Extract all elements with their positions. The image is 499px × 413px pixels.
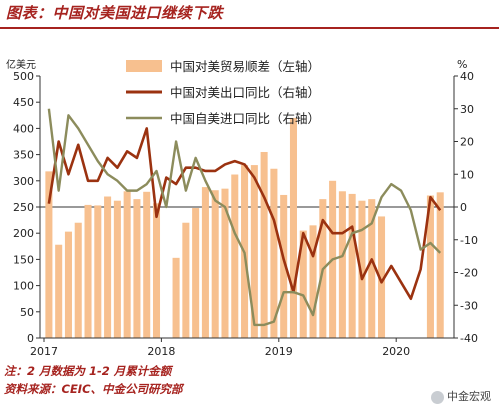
bar-2018-10 (250, 165, 258, 338)
right-tick-label: -40 (460, 332, 478, 345)
bar-2018-08 (231, 174, 239, 338)
right-tick-label: -10 (460, 234, 478, 247)
bar-2018-05 (201, 187, 209, 338)
bar-2017-04 (74, 222, 82, 338)
line-series (47, 108, 442, 327)
bar-2017-06 (94, 205, 102, 338)
bar-2017-02 (55, 244, 63, 338)
left-tick-label: 50 (20, 306, 34, 319)
left-tick-label: 200 (13, 227, 34, 240)
bar-2018-02 (172, 257, 180, 338)
left-tick-label: 100 (13, 280, 34, 293)
chart-axes: 050100150200250300350400450500-40-30-20-… (6, 58, 478, 358)
bar-2017-11 (143, 191, 151, 338)
left-tick-label: 450 (13, 96, 34, 109)
watermark: 中金宏观 (431, 388, 491, 404)
wechat-icon (431, 390, 444, 404)
bar-2018-03 (182, 222, 190, 338)
bar-2017-12 (152, 203, 161, 338)
bar-2019-09 (358, 200, 366, 338)
bar-2019-03 (299, 230, 307, 338)
right-tick-label: 40 (460, 70, 474, 83)
bar-2017-07 (104, 196, 112, 338)
bar-2017-10 (133, 199, 141, 338)
legend-label: 中国对美出口同比（右轴） (170, 85, 320, 100)
left-tick-label: 400 (13, 122, 34, 135)
chart-source: 资料来源：CEIC、中金公司研究部 (4, 382, 183, 396)
bar-2017-03 (64, 231, 72, 338)
bar-2018-12 (270, 168, 278, 338)
bar-2020-05 (436, 192, 444, 338)
left-tick-label: 500 (13, 70, 34, 83)
x-tick-label: 2017 (30, 345, 58, 358)
x-tick-label: 2018 (147, 345, 175, 358)
left-tick-label: 150 (13, 253, 34, 266)
bar-2019-07 (338, 191, 346, 338)
bar-2017-09 (123, 191, 131, 338)
right-axis-unit: % (457, 58, 467, 71)
bar-2018-04 (192, 208, 200, 338)
left-axis-unit: 亿美元 (6, 58, 36, 71)
legend-label: 中国对美贸易顺差（左轴） (170, 59, 320, 74)
x-tick-label: 2020 (382, 345, 410, 358)
bar-2019-01 (280, 194, 288, 338)
bar-series (45, 117, 444, 338)
chart-title: 图表：中国对美国进口继续下跌 (6, 4, 224, 22)
bar-2017-05 (84, 204, 92, 338)
chart-note: 注：2 月数据为 1-2 月累计金额 (4, 364, 172, 378)
right-tick-label: 30 (460, 103, 474, 116)
bar-2018-11 (260, 151, 268, 338)
import-yoy-line (47, 108, 442, 327)
left-tick-label: 250 (13, 201, 34, 214)
combo-chart: 050100150200250300350400450500-40-30-20-… (6, 58, 478, 358)
title-rule (0, 27, 499, 29)
bar-2018-06 (211, 190, 219, 338)
right-tick-label: 20 (460, 136, 474, 149)
bar-2020-04 (426, 195, 434, 338)
export-yoy-line (47, 127, 442, 301)
bar-2017-01 (45, 171, 53, 338)
left-tick-label: 0 (27, 332, 34, 345)
x-tick-label: 2019 (265, 345, 293, 358)
legend-label: 中国自美进口同比（右轴） (170, 111, 320, 126)
right-tick-label: 0 (460, 201, 467, 214)
bar-2019-10 (368, 199, 376, 338)
right-tick-label: -20 (460, 267, 478, 280)
right-tick-label: 10 (460, 168, 474, 181)
bar-2018-07 (221, 188, 229, 338)
bar-2017-08 (113, 200, 121, 338)
watermark-text: 中金宏观 (447, 390, 491, 403)
bar-2019-11 (377, 216, 386, 338)
left-tick-label: 350 (13, 149, 34, 162)
chart-legend: 中国对美贸易顺差（左轴） 中国对美出口同比（右轴） 中国自美进口同比（右轴） (126, 59, 320, 126)
right-tick-label: -30 (460, 299, 478, 312)
legend-swatch-bar (126, 60, 162, 72)
bar-2019-02 (289, 117, 297, 338)
bar-2019-08 (348, 193, 356, 338)
left-tick-label: 300 (13, 175, 34, 188)
bar-2019-04 (309, 225, 317, 338)
